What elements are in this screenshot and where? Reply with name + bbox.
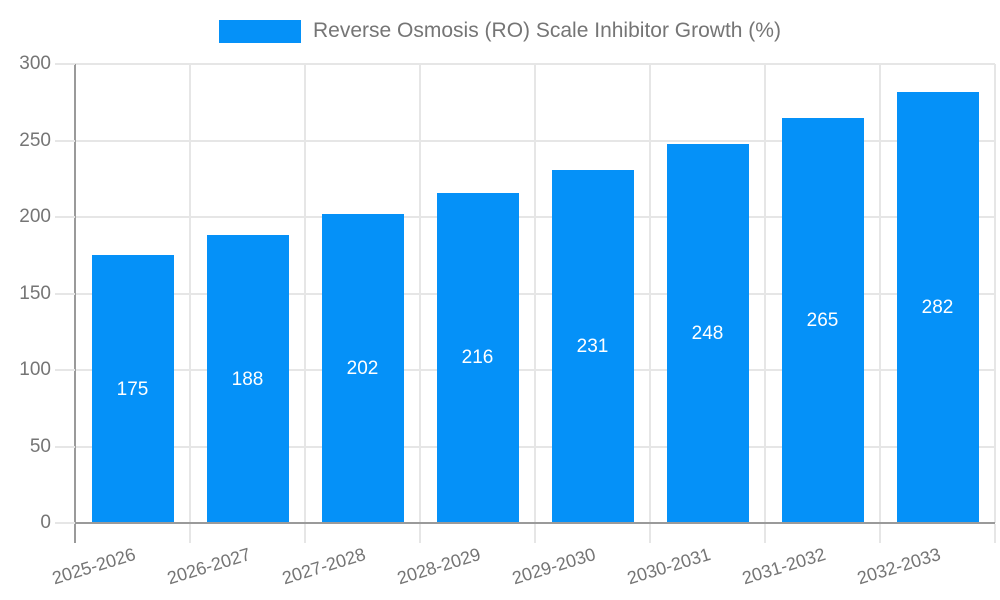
bar-value-label: 231 xyxy=(576,335,609,357)
bar-value-label: 188 xyxy=(231,368,264,390)
y-axis-tick-label: 0 xyxy=(40,512,51,533)
x-axis-category-label: 2025-2026 xyxy=(50,544,139,589)
x-axis-tick xyxy=(879,524,881,543)
bar[interactable]: 202 xyxy=(321,213,404,523)
x-axis-tick xyxy=(419,524,421,543)
legend-color-swatch-icon xyxy=(219,19,302,43)
x-axis-category-label: 2032-2033 xyxy=(855,544,944,589)
y-axis-tick-label: 250 xyxy=(19,129,51,151)
y-axis-tick xyxy=(55,445,75,448)
x-axis-category-label: 2028-2029 xyxy=(395,544,484,589)
v-gridline xyxy=(304,64,306,523)
bar-value-label: 248 xyxy=(691,322,724,344)
x-axis-tick xyxy=(994,524,996,543)
x-axis-tick xyxy=(649,524,651,543)
bar[interactable]: 188 xyxy=(206,235,289,523)
v-gridline xyxy=(994,64,996,523)
x-axis-category-label: 2029-2030 xyxy=(510,544,599,589)
v-gridline xyxy=(879,64,881,523)
y-axis-tick-label: 200 xyxy=(19,206,51,227)
x-axis-tick xyxy=(189,524,191,543)
y-axis-tick xyxy=(55,216,75,218)
bar[interactable]: 216 xyxy=(436,192,519,523)
v-gridline xyxy=(764,64,766,523)
x-axis-baseline xyxy=(75,522,995,524)
y-axis-tick-label: 50 xyxy=(29,435,51,457)
bar-value-label: 282 xyxy=(921,296,954,318)
y-axis-line xyxy=(74,64,76,543)
y-axis-tick-label: 100 xyxy=(19,359,51,380)
legend-item[interactable]: Reverse Osmosis (RO) Scale Inhibitor Gro… xyxy=(219,19,781,43)
y-axis-tick xyxy=(55,369,75,371)
y-axis-tick xyxy=(55,139,75,142)
bar-value-label: 216 xyxy=(461,347,494,369)
y-axis-tick xyxy=(55,522,75,524)
legend-label: Reverse Osmosis (RO) Scale Inhibitor Gro… xyxy=(313,19,781,42)
bar-value-label: 265 xyxy=(806,309,839,331)
bar-value-label: 175 xyxy=(116,378,149,400)
x-axis-tick xyxy=(764,524,766,543)
x-axis-tick xyxy=(304,524,306,543)
plot-area: 175 188 202 216 231 248 265 282 xyxy=(75,63,996,523)
bar-value-label: 202 xyxy=(346,357,379,379)
v-gridline xyxy=(419,64,421,523)
bar[interactable]: 248 xyxy=(666,143,749,523)
y-axis-tick-label: 300 xyxy=(19,53,51,74)
y-axis-tick-label: 150 xyxy=(19,282,51,304)
y-axis-tick xyxy=(55,292,75,295)
y-axis-tick xyxy=(55,63,75,65)
bar[interactable]: 175 xyxy=(91,255,174,523)
x-axis-category-label: 2031-2032 xyxy=(740,544,829,589)
bar[interactable]: 282 xyxy=(896,91,979,523)
x-axis-category-label: 2026-2027 xyxy=(165,544,254,589)
x-axis-tick xyxy=(534,524,536,543)
x-axis-labels: 2025-2026 2026-2027 2027-2028 2028-2029 2029… xyxy=(50,544,995,600)
v-gridline xyxy=(649,64,651,523)
x-axis-category-label: 2030-2031 xyxy=(625,544,714,589)
v-gridline xyxy=(534,64,536,523)
bar[interactable]: 231 xyxy=(551,169,634,523)
v-gridline xyxy=(189,64,191,523)
legend: Reverse Osmosis (RO) Scale Inhibitor Gro… xyxy=(0,19,1000,43)
x-axis-category-label: 2027-2028 xyxy=(280,544,369,589)
bar[interactable]: 265 xyxy=(781,117,864,523)
